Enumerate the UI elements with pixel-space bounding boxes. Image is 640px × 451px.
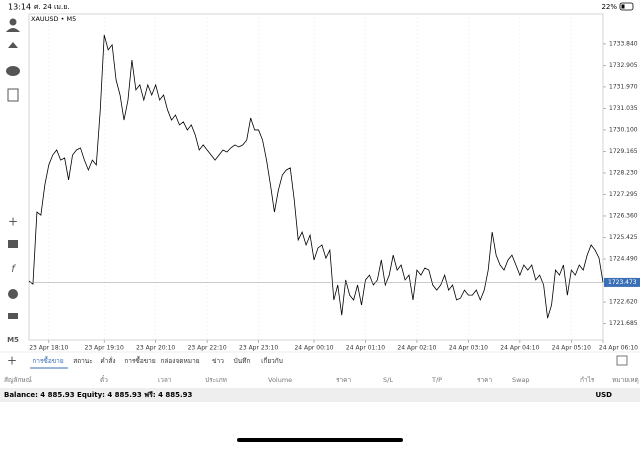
status-time: 13:14 [8, 3, 31, 12]
x-tick-label: 24 Apr 02:10 [397, 345, 436, 352]
tab[interactable]: การซื้อขาย [124, 356, 155, 365]
tab[interactable]: คำสั่ง [100, 356, 115, 365]
x-tick-label: 23 Apr 20:10 [136, 345, 175, 352]
x-tick-label: 24 Apr 03:10 [449, 345, 488, 352]
tab[interactable]: กล่องจดหมาย [160, 357, 199, 365]
chart-symbol: XAUUSD • M5 [31, 15, 76, 23]
column-header[interactable]: เวลา [158, 376, 172, 384]
trade-icon[interactable] [8, 42, 18, 48]
tab[interactable]: การซื้อขาย [32, 356, 63, 365]
y-tick-label: 1731.970 [609, 83, 638, 90]
y-tick-label: 1729.165 [609, 148, 638, 155]
x-tick-label: 24 Apr 01:10 [346, 345, 385, 352]
column-header[interactable]: Swap [512, 376, 530, 384]
y-tick-label: 1731.035 [609, 105, 638, 112]
y-tick-label: 1726.360 [609, 212, 638, 219]
column-header[interactable]: สัญลักษณ์ [4, 376, 32, 384]
y-tick-label: 1727.295 [609, 191, 638, 198]
price-line [28, 34, 604, 319]
timeframe-button[interactable]: M5 [7, 336, 19, 344]
tab[interactable]: สถานะ [73, 357, 93, 365]
current-price-label: 1723.473 [608, 279, 637, 286]
x-tick-label: 23 Apr 19:10 [85, 345, 124, 352]
y-tick-label: 1721.685 [609, 320, 638, 327]
column-header[interactable]: หมายเหตุ [612, 376, 639, 384]
x-tick-label: 24 Apr 00:10 [294, 345, 333, 352]
status-battery: 22% [601, 3, 617, 11]
x-tick-label: 24 Apr 05:10 [552, 345, 591, 352]
column-header[interactable]: ราคา [477, 376, 492, 384]
x-tick-label: 23 Apr 23:10 [239, 345, 278, 352]
balance-text: Balance: 4 885.93 Equity: 4 885.93 ฟรี: … [4, 391, 193, 399]
x-tick-label: 23 Apr 22:10 [188, 345, 227, 352]
column-header[interactable]: ราคา [336, 376, 351, 384]
y-tick-label: 1733.840 [609, 40, 638, 47]
side-toolbar: + f [6, 18, 20, 319]
y-tick-label: 1732.905 [609, 62, 638, 69]
y-tick-label: 1722.620 [609, 299, 638, 306]
chat-icon[interactable] [6, 66, 20, 76]
add-icon[interactable] [7, 88, 19, 102]
y-tick-label: 1730.100 [609, 126, 638, 133]
crosshair-icon[interactable]: + [8, 215, 18, 229]
battery-icon [619, 2, 634, 11]
chart-frame [28, 13, 604, 341]
x-tick-label: 24 Apr 04:10 [500, 345, 539, 352]
column-header[interactable]: Volume [268, 376, 292, 384]
balance-bar [0, 388, 640, 402]
x-tick-label: 23 Apr 18:10 [29, 345, 68, 352]
battery-level [621, 4, 625, 9]
currency: USD [595, 391, 612, 399]
column-header[interactable]: กำไร [580, 376, 595, 384]
y-tick-label: 1728.230 [609, 169, 638, 176]
column-header[interactable]: T/P [431, 376, 442, 384]
indicator-icon[interactable] [8, 240, 18, 248]
y-tick-label: 1725.425 [609, 234, 638, 241]
y-tick-label: 1724.490 [609, 256, 638, 263]
column-header[interactable]: ตั๋ว [100, 375, 108, 384]
add-tab-button[interactable]: + [7, 354, 17, 368]
chart-type-icon[interactable] [8, 313, 18, 319]
tab[interactable]: เกี่ยวกับ [261, 356, 283, 365]
status-date: ศ. 24 เม.ย. [34, 3, 70, 11]
layout-button[interactable] [616, 355, 628, 366]
account-icon-body [6, 28, 20, 32]
function-icon[interactable]: f [11, 264, 16, 275]
current-price-box [604, 277, 640, 287]
x-tick-label: 24 Apr 06:10 [599, 345, 638, 352]
column-header[interactable]: S/L [383, 376, 393, 384]
home-indicator [237, 438, 403, 442]
column-header[interactable]: ประเภท [205, 376, 227, 384]
account-icon[interactable] [9, 18, 17, 26]
tab[interactable]: บันทึก [234, 357, 251, 365]
tab[interactable]: ข่าว [212, 357, 224, 365]
objects-icon[interactable] [8, 289, 18, 299]
